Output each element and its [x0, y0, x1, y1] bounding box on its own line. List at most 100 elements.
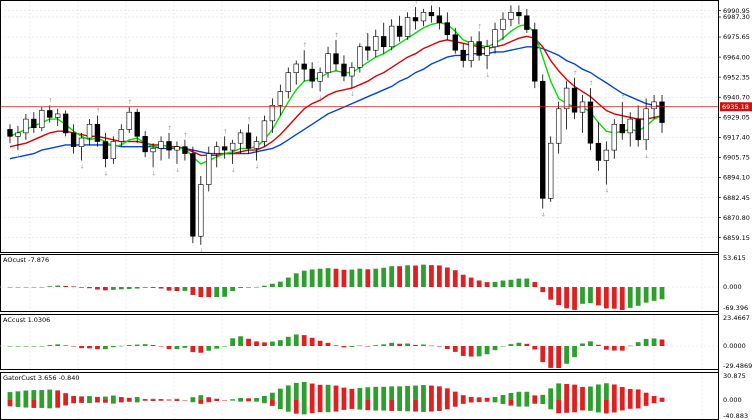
gator-bar-upper	[214, 398, 220, 400]
candle[interactable]: ↓	[78, 132, 85, 171]
candle[interactable]: ↓	[540, 74, 546, 219]
candle[interactable]: ↑	[476, 23, 482, 61]
candle[interactable]	[277, 84, 284, 116]
candle[interactable]	[134, 108, 140, 144]
candle[interactable]	[516, 5, 522, 25]
candle[interactable]	[261, 115, 268, 147]
candle[interactable]: ↓	[15, 126, 21, 160]
candle[interactable]	[206, 146, 212, 192]
gator-bar-upper	[651, 395, 657, 400]
candle[interactable]: ↑	[571, 70, 578, 120]
candle[interactable]: ↑	[428, 0, 434, 23]
candle[interactable]	[214, 141, 220, 168]
candle[interactable]: ↓	[349, 62, 355, 98]
candle[interactable]	[388, 19, 395, 51]
candle[interactable]	[595, 122, 602, 171]
candle[interactable]	[325, 46, 331, 78]
candle[interactable]	[341, 55, 347, 82]
histogram-bar	[500, 345, 506, 347]
gator-bar-upper	[174, 398, 180, 400]
candle[interactable]	[110, 136, 117, 164]
candle[interactable]: ↑	[182, 132, 188, 161]
candle[interactable]	[70, 124, 77, 154]
candle[interactable]: ↑	[126, 99, 132, 133]
candle[interactable]	[500, 12, 506, 40]
gator-bar-upper	[635, 389, 641, 400]
candle[interactable]	[532, 22, 538, 89]
candles[interactable]: ↓ ↑ ↓ ↑ ↓ ↑ ↓ ↑ ↓ ↑ ↓ ↑ ↓ ↑ ↓ ↑ ↓ ↑ ↓ ↑ ↑ ↑ ↓ ↓ ↑ ↑ ↓ ↑ ↓	[7, 0, 665, 255]
candle[interactable]: ↑	[245, 116, 252, 154]
main-price-pane[interactable]: ↓ ↑ ↓ ↑ ↓ ↑ ↓ ↑ ↓ ↑ ↓ ↑ ↓ ↑ ↓ ↑ ↓ ↑ ↓ ↑ ↑ ↑ ↓ ↓ ↑ ↑ ↓ ↑ ↓ 6990.95698…	[0, 0, 752, 255]
candle[interactable]: ↓	[174, 141, 180, 174]
candle[interactable]	[39, 107, 45, 132]
indicator-pane-accust[interactable]: ACcust 1.0306 23.4667 0.0000 -29.4869	[0, 314, 752, 370]
candle[interactable]	[548, 136, 554, 202]
candle[interactable]	[55, 108, 61, 126]
candle[interactable]	[309, 62, 315, 89]
candle[interactable]	[444, 12, 451, 40]
candle[interactable]: ↑	[412, 0, 419, 30]
histogram-bar	[436, 346, 442, 347]
candle[interactable]: ↓	[317, 67, 323, 102]
candle[interactable]	[31, 112, 37, 133]
candle[interactable]: ↓	[102, 132, 108, 177]
candle[interactable]	[611, 119, 617, 159]
candle[interactable]	[23, 113, 29, 140]
candle[interactable]: ↓	[198, 175, 204, 255]
candle[interactable]	[635, 105, 641, 147]
candle[interactable]	[524, 8, 530, 33]
candle[interactable]	[190, 146, 196, 244]
candle[interactable]: ↓	[603, 141, 609, 195]
candle[interactable]	[142, 131, 148, 157]
gator-bar-lower	[627, 400, 633, 409]
candle[interactable]	[237, 129, 244, 154]
candle[interactable]: ↑	[221, 128, 228, 159]
gator-bar-upper	[619, 386, 625, 400]
candle[interactable]	[452, 27, 458, 54]
candle[interactable]: ↑	[587, 80, 593, 151]
candle[interactable]	[436, 7, 443, 30]
candle[interactable]	[62, 110, 69, 137]
candle[interactable]: ↑	[47, 97, 53, 123]
candle[interactable]	[396, 15, 403, 42]
candle[interactable]	[555, 101, 562, 154]
candle[interactable]	[404, 12, 411, 40]
candle[interactable]	[373, 29, 379, 58]
candle[interactable]	[158, 136, 164, 161]
candle[interactable]	[293, 60, 299, 85]
histogram-bar	[492, 346, 498, 351]
candle[interactable]: ↓	[229, 139, 236, 174]
candle[interactable]	[269, 98, 276, 133]
histogram-bar	[166, 346, 172, 350]
candle[interactable]: ↑	[166, 125, 172, 159]
candle[interactable]	[86, 119, 93, 145]
histogram-bar	[635, 342, 641, 346]
candle[interactable]	[118, 124, 124, 147]
candle[interactable]	[659, 95, 665, 133]
candle[interactable]	[460, 43, 466, 68]
histogram-bar	[309, 337, 315, 346]
candle[interactable]	[285, 67, 291, 99]
candle[interactable]: ↓	[150, 143, 156, 177]
histogram-bar	[476, 280, 482, 287]
candle[interactable]: ↑	[333, 32, 339, 71]
candle[interactable]: ↑	[94, 108, 100, 147]
candle[interactable]	[381, 22, 387, 54]
candle[interactable]	[7, 124, 13, 144]
candle[interactable]	[365, 33, 371, 61]
candle[interactable]: ↑	[301, 42, 307, 82]
candle[interactable]: ↓	[253, 136, 260, 170]
candle-body	[508, 12, 514, 20]
candle[interactable]	[508, 5, 514, 27]
candle[interactable]	[357, 43, 363, 73]
candle[interactable]	[420, 8, 427, 27]
candle[interactable]	[492, 22, 498, 54]
candle[interactable]	[627, 112, 633, 147]
candle[interactable]	[563, 81, 570, 130]
candle[interactable]: ↓	[484, 39, 490, 79]
candle[interactable]	[468, 36, 474, 68]
candle[interactable]: ↑	[619, 94, 625, 140]
